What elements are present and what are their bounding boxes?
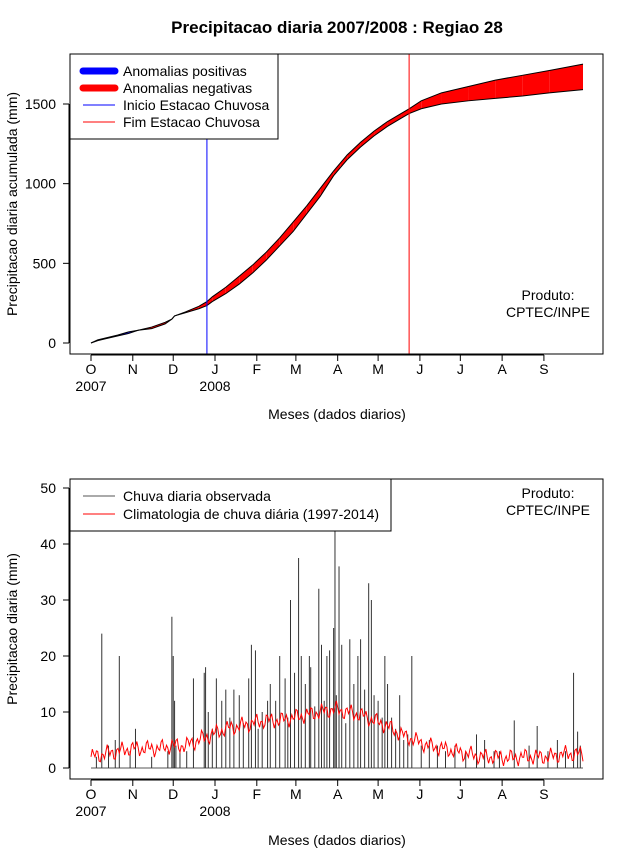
cumulative-plot-frame [69, 53, 604, 355]
daily-product-org: CPTEC/INPE [506, 502, 590, 518]
c1-y-tick-label: 0 [48, 335, 56, 351]
negative-anomaly-segment [239, 264, 253, 285]
c1-x-tick-label: J [457, 361, 464, 377]
c1-x-tick-label: J [416, 361, 423, 377]
c1-x-tick-label: S [539, 361, 548, 377]
daily-plot-area [90, 527, 584, 769]
negative-anomaly-segment [340, 154, 348, 168]
cumulative-axes: O N D J F M A M J J A S 2007 2008 0 500 1000 1500 [25, 96, 549, 394]
negative-anomaly-segment [252, 252, 267, 273]
negative-anomaly-segment [206, 296, 213, 306]
negative-anomaly-segment [347, 142, 361, 160]
c2-x-tick-label: J [416, 786, 423, 802]
c2-year-label: 2008 [199, 803, 230, 819]
c2-y-tick-label: 10 [40, 704, 56, 720]
c1-x-tick-label: F [253, 361, 262, 377]
c2-y-tick-label: 30 [40, 592, 56, 608]
legend-negative-label: Anomalias negativas [123, 80, 252, 96]
c1-y-tick-label: 500 [33, 255, 57, 271]
c1-x-tick-label: A [497, 361, 507, 377]
cumulative-legend: Anomalias positivas Anomalias negativas … [69, 53, 279, 140]
climatology-daily-line [90, 700, 584, 767]
negative-anomaly-segment [401, 108, 410, 119]
cumulative-plot-area [90, 54, 584, 354]
c1-y-tick-label: 1500 [25, 96, 56, 112]
product-label: Produto: [522, 287, 575, 303]
negative-anomaly-segment [266, 237, 280, 261]
daily-axes: O N D J F M A M J J A S 2007 2008 0 10 20 30 40 50 [40, 480, 548, 819]
c2-x-tick-label: A [497, 786, 507, 802]
negative-anomaly-segment [387, 113, 402, 127]
negative-anomaly-segment [279, 221, 294, 246]
c2-y-tick-label: 40 [40, 536, 56, 552]
daily-y-label: Precipitacao diaria (mm) [4, 553, 20, 705]
c2-x-tick-label: F [253, 786, 262, 802]
c2-y-tick-label: 20 [40, 648, 56, 664]
daily-x-label: Meses (dados diarios) [268, 832, 406, 848]
c1-x-tick-label: A [333, 361, 343, 377]
c2-x-tick-label: S [539, 786, 548, 802]
negative-anomaly-segment [198, 301, 207, 309]
legend-end-label: Fim Estacao Chuvosa [123, 114, 260, 130]
legend-positive-label: Anomalias positivas [123, 63, 247, 79]
c2-x-tick-label: M [372, 786, 384, 802]
c1-x-tick-label: J [212, 361, 219, 377]
negative-anomaly-segment [522, 70, 550, 97]
negative-anomaly-segment [374, 121, 388, 136]
cumulative-x-label: Meses (dados diarios) [268, 406, 406, 422]
negative-anomaly-segment [212, 287, 226, 302]
c2-year-label: 2007 [75, 803, 106, 819]
daily-legend: Chuva diaria observada Climatologia de c… [69, 478, 392, 532]
c1-x-tick-label: M [372, 361, 384, 377]
negative-anomaly-segment [495, 75, 523, 99]
c1-x-tick-label: D [168, 361, 178, 377]
c1-x-tick-label: O [86, 361, 97, 377]
negative-anomaly-segment [441, 86, 469, 104]
legend-observed-label: Chuva diaria observada [123, 488, 271, 504]
c1-year-label: 2007 [75, 378, 106, 394]
c2-x-tick-label: O [86, 786, 97, 802]
daily-rain-chart: O N D J F M A M J J A S 2007 2008 0 10 20 30 40 50 Meses (d… [4, 478, 604, 848]
c2-x-tick-label: J [457, 786, 464, 802]
negative-anomaly-segment [409, 100, 422, 114]
c1-x-tick-label: N [128, 361, 138, 377]
negative-anomaly-segment [320, 170, 334, 197]
cumulative-chart: Precipitacao diaria 2007/2008 : Regiao 2… [4, 18, 604, 422]
observed-cumulative-line [90, 89, 584, 344]
negative-anomaly-segment [306, 188, 321, 214]
c2-x-tick-label: D [168, 786, 178, 802]
legend-start-label: Inicio Estacao Chuvosa [123, 97, 270, 113]
c2-x-tick-label: M [290, 786, 302, 802]
c1-x-tick-label: M [290, 361, 302, 377]
climatology-cumulative-line [90, 63, 584, 344]
daily-legend-box [69, 478, 392, 532]
c2-x-tick-label: N [128, 786, 138, 802]
negative-anomaly-segment [293, 205, 307, 232]
legend-climatology-label: Climatologia de chuva diária (1997-2014) [123, 506, 379, 522]
negative-anomaly-segment [333, 162, 341, 176]
c1-year-label: 2008 [199, 378, 230, 394]
negative-anomaly-segment [360, 131, 375, 148]
c2-x-tick-label: J [212, 786, 219, 802]
negative-anomaly-segment [225, 276, 240, 294]
c2-x-tick-label: A [333, 786, 343, 802]
chart-title: Precipitacao diaria 2007/2008 : Regiao 2… [171, 18, 503, 37]
c1-y-tick-label: 1000 [25, 176, 56, 192]
negative-anomaly-segment [549, 64, 583, 93]
daily-product-label: Produto: [522, 485, 575, 501]
cumulative-y-label: Precipitacao diaria acumulada (mm) [4, 92, 20, 316]
c2-y-tick-label: 0 [48, 760, 56, 776]
product-org: CPTEC/INPE [506, 304, 590, 320]
c2-y-tick-label: 50 [40, 480, 56, 496]
